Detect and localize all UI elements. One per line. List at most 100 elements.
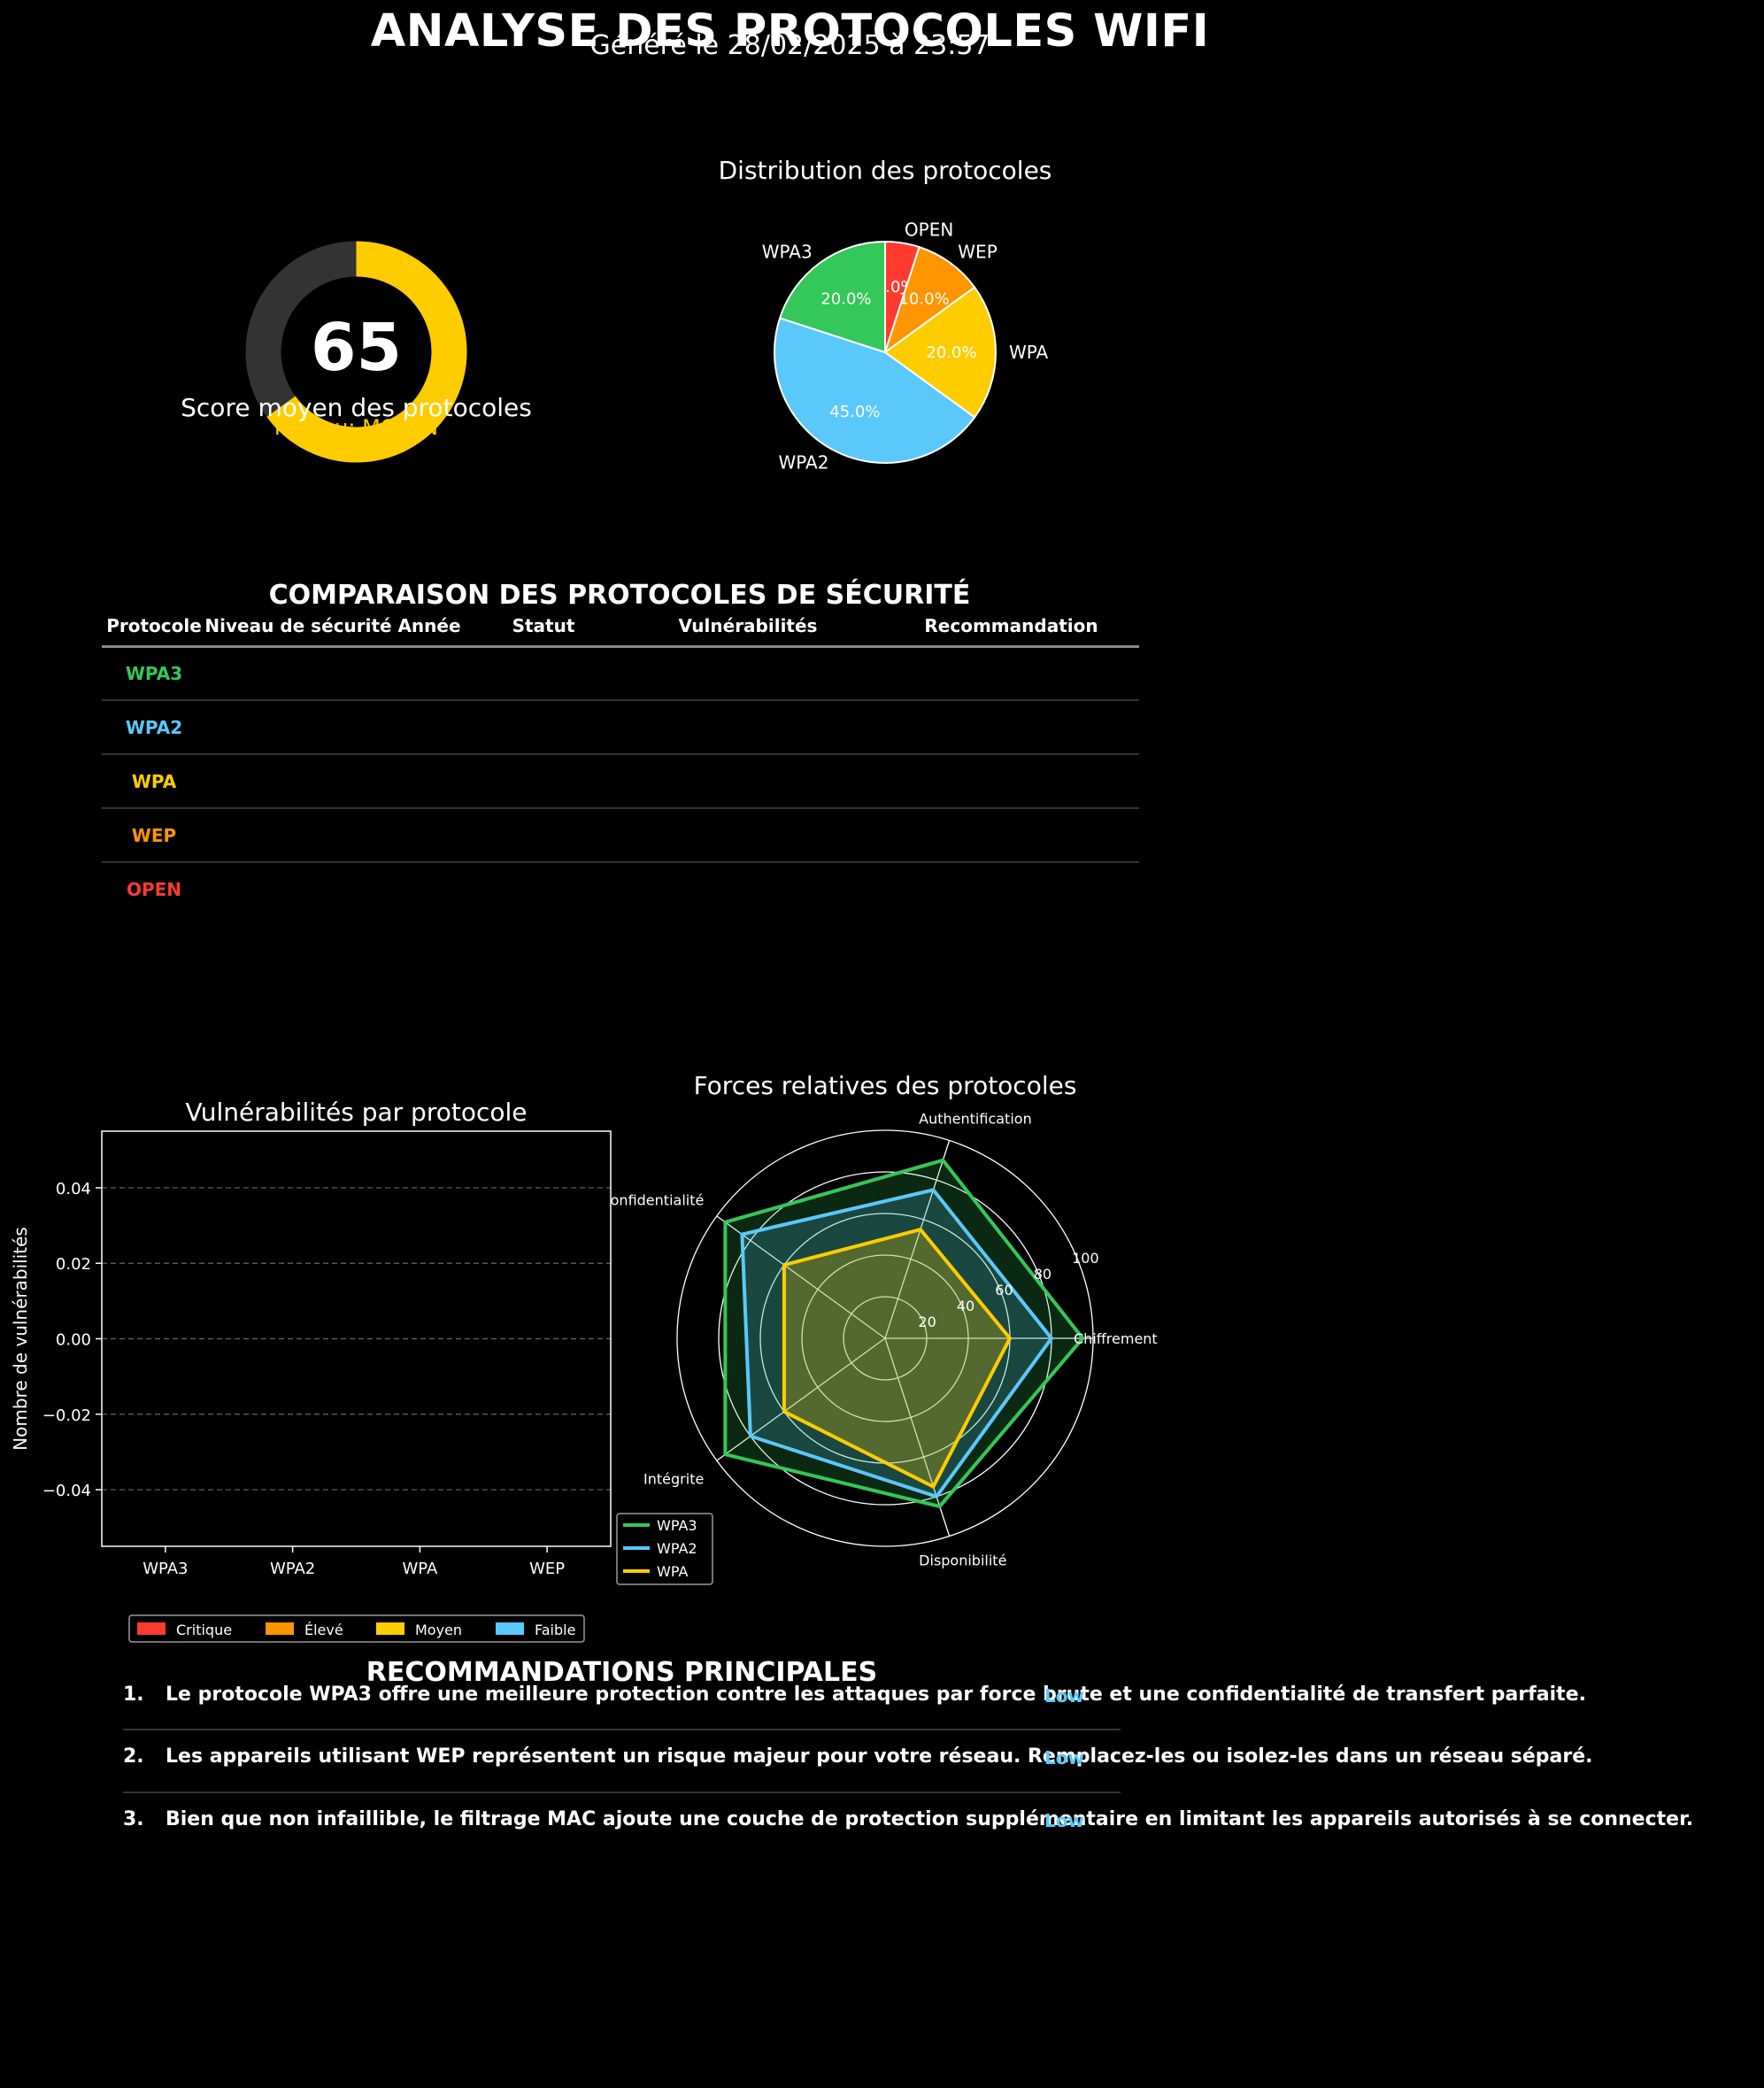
bar-ytick-label: −0.04 xyxy=(42,1482,91,1500)
radar-spoke xyxy=(716,1215,886,1339)
bar-ylabel: Nombre de vulnérabilités xyxy=(10,1227,31,1451)
recommendation-badge: Low xyxy=(1044,1685,1084,1707)
radar-axis-label: Disponibilité xyxy=(919,1553,1006,1569)
bar-legend-label: Moyen xyxy=(415,1622,462,1638)
pie-pct-wpa3: 20.0% xyxy=(820,289,871,308)
radar-spoke xyxy=(884,1337,951,1537)
th-niveau: Niveau de sécurité xyxy=(204,615,392,636)
th-annee: Année xyxy=(397,615,461,636)
radar-rtick-label: 40 xyxy=(957,1298,974,1314)
th-vulnerabilites: Vulnérabilités xyxy=(678,615,818,636)
bar-legend-swatch xyxy=(376,1622,404,1635)
bar-legend-swatch xyxy=(266,1622,294,1635)
recommendation-item: 2. Les appareils utilisant WEP représente… xyxy=(123,1745,1593,1768)
radar-series-wpa xyxy=(782,1228,1012,1489)
recommendation-number: 2. xyxy=(123,1745,144,1768)
bar-chart-title: Vulnérabilités par protocole xyxy=(185,1098,528,1127)
pie-label-wpa: WPA xyxy=(1009,342,1049,363)
pie-label-wpa3: WPA3 xyxy=(762,242,813,263)
pie-label-wep: WEP xyxy=(958,242,997,263)
radar-series-wpa2 xyxy=(740,1188,1053,1499)
bar-legend: Critique Élevé Moyen Faible xyxy=(128,1614,585,1643)
bar-ytick-label: 0.00 xyxy=(56,1331,91,1350)
recommendation-item: 1. Le protocole WPA3 offre une meilleure … xyxy=(123,1683,1586,1706)
pie-chart-title: Distribution des protocoles xyxy=(718,156,1052,185)
table-row-wpa: WPA xyxy=(131,771,177,792)
bar-xtick-label: WPA3 xyxy=(143,1560,188,1578)
bar-ytick-label: 0.04 xyxy=(56,1180,91,1198)
page-subtitle: Généré le 28/02/2025 à 23:57 xyxy=(589,30,990,61)
pie-pct-wpa: 20.0% xyxy=(926,343,976,362)
score-level: Niveau: MOYEN xyxy=(273,415,439,440)
radar-legend-label: WPA xyxy=(657,1563,688,1580)
radar-spoke xyxy=(716,1337,886,1461)
radar-axis-label: Confidentialité xyxy=(611,1191,704,1208)
recommendation-rule xyxy=(123,1729,1121,1730)
bar-legend-label: Élevé xyxy=(304,1622,343,1638)
radar-rtick-label: 80 xyxy=(1034,1266,1051,1283)
pie-pct-wpa2: 45.0% xyxy=(829,403,880,421)
bar-xtick-label: WPA xyxy=(402,1560,438,1578)
recommendation-number: 1. xyxy=(123,1683,144,1706)
th-recommandation: Recommandation xyxy=(924,615,1098,636)
bar-legend-label: Critique xyxy=(176,1622,232,1638)
bar-xtick-label: WPA2 xyxy=(270,1560,315,1578)
table-row-rule xyxy=(102,753,1139,755)
table-row-open: OPEN xyxy=(126,879,182,900)
table-row-rule xyxy=(102,699,1139,701)
pie-chart: OPEN5.0%WEP10.0%WPA20.0%WPA245.0%WPA320.… xyxy=(762,220,1049,474)
radar-chart-title: Forces relatives des protocoles xyxy=(693,1071,1077,1100)
radar-rtick-label: 100 xyxy=(1072,1250,1099,1267)
recommendation-text: Le protocole WPA3 offre une meilleure pr… xyxy=(166,1683,1586,1706)
radar-legend: WPA3 WPA2 WPA xyxy=(616,1513,713,1585)
radar-legend-label: WPA2 xyxy=(657,1540,697,1557)
radar-legend-label: WPA3 xyxy=(657,1517,697,1534)
page-title: ANALYSE DES PROTOCOLES WIFI xyxy=(370,5,1210,58)
radar-axis-label: Intégrite xyxy=(643,1471,704,1488)
recommendation-badge: Low xyxy=(1044,1747,1084,1768)
table-title: COMPARAISON DES PROTOCOLES DE SÉCURITÉ xyxy=(268,580,971,611)
score-gauge xyxy=(245,241,467,463)
table-row-wep: WEP xyxy=(131,825,177,846)
recommendation-number: 3. xyxy=(123,1808,144,1830)
recommendation-badge: Low xyxy=(1044,1810,1084,1831)
th-statut: Statut xyxy=(512,615,575,636)
bar-plot-frame xyxy=(101,1130,612,1547)
table-row-wpa2: WPA2 xyxy=(125,717,183,738)
th-protocole: Protocole xyxy=(106,615,202,636)
pie-slice-wep xyxy=(883,245,976,355)
recommendation-rule xyxy=(123,1791,1121,1793)
table-row-wpa3: WPA3 xyxy=(125,663,183,684)
table-row-rule xyxy=(102,861,1139,863)
pie-slice-wpa2 xyxy=(774,317,976,464)
radar-legend-frame xyxy=(616,1513,713,1585)
pie-slice-wpa xyxy=(883,286,997,419)
radar-spoke xyxy=(884,1140,951,1339)
table-header-rule xyxy=(102,645,1139,648)
pie-label-wpa2: WPA2 xyxy=(778,452,828,474)
bar-legend-frame xyxy=(128,1614,585,1643)
bar-ytick-label: −0.02 xyxy=(42,1406,91,1425)
radar-axis-label: Authentification xyxy=(919,1110,1032,1127)
score-gauge-fill xyxy=(266,241,467,463)
pie-label-open: OPEN xyxy=(905,220,953,241)
bar-chart: −0.04 −0.02 0.00 0.02 0.04 WPA3 WPA2 WPA WEP Nomb… xyxy=(10,1130,612,1643)
score-caption: Score moyen des protocoles xyxy=(181,393,532,422)
bar-legend-swatch xyxy=(496,1622,524,1635)
recommendation-text: Les appareils utilisant WEP représentent… xyxy=(166,1745,1593,1768)
pie-slice-wpa3 xyxy=(778,240,886,354)
recommendations-title: RECOMMANDATIONS PRINCIPALES xyxy=(366,1657,878,1688)
bar-ytick-label: 0.02 xyxy=(56,1255,91,1274)
radar-rtick-label: 20 xyxy=(918,1314,936,1330)
radar-chart: 20 40 60 80 100 Chiffrement Authentification Co… xyxy=(611,1110,1158,1585)
recommendation-text: Bien que non infaillible, le filtrage MA… xyxy=(166,1808,1694,1830)
bar-legend-label: Faible xyxy=(535,1622,575,1638)
pie-pct-wep: 10.0% xyxy=(898,289,949,308)
table-row-rule xyxy=(102,807,1139,809)
radar-axis-label: Chiffrement xyxy=(1074,1330,1158,1347)
recommendation-item: 3. Bien que non infaillible, le filtrage … xyxy=(123,1808,1693,1830)
bar-xtick-label: WEP xyxy=(529,1560,565,1578)
radar-rtick-label: 60 xyxy=(995,1282,1013,1298)
score-value: 65 xyxy=(311,310,402,386)
bar-legend-swatch xyxy=(137,1622,166,1635)
